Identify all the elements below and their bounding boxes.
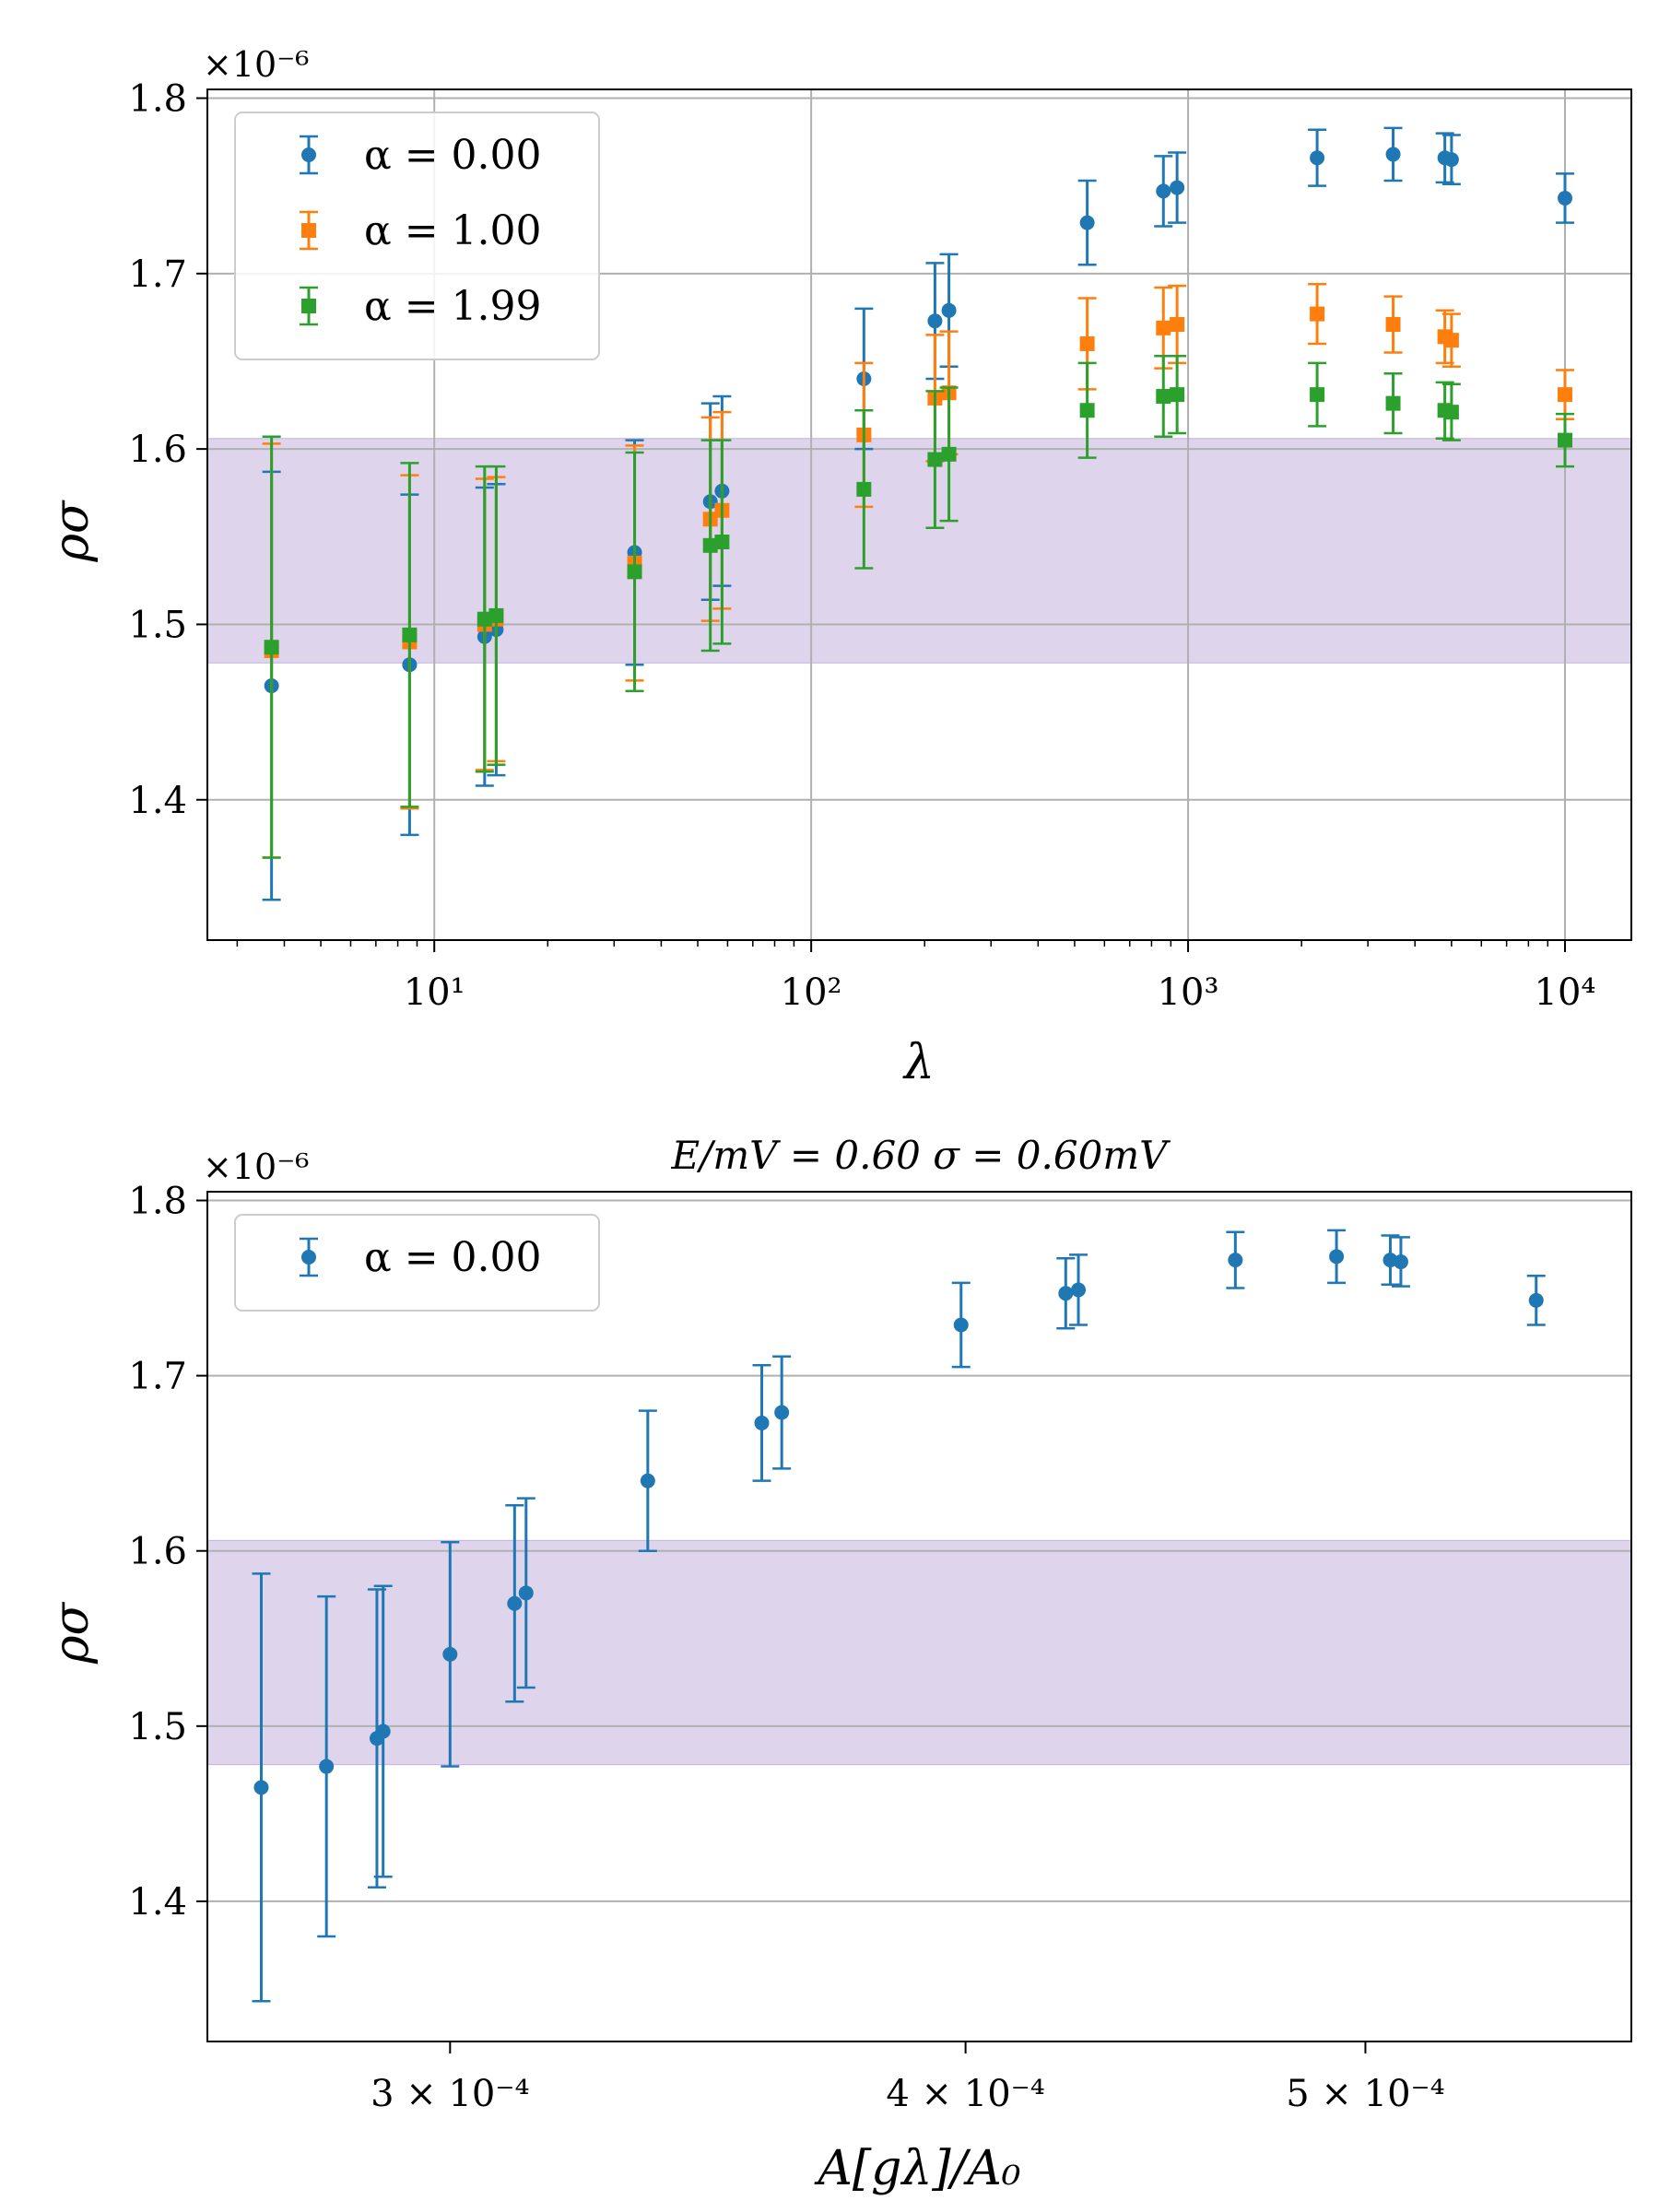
y-tick-label: 1.4 <box>128 780 187 822</box>
legend-label: α = 1.99 <box>364 283 542 330</box>
y-tick-label: 1.7 <box>128 253 187 296</box>
data-point <box>1170 180 1185 195</box>
y-tick-label: 1.5 <box>128 604 187 646</box>
data-point <box>1079 335 1095 351</box>
data-point <box>702 537 718 553</box>
data-point <box>1329 1249 1345 1265</box>
data-point <box>253 1780 269 1795</box>
data-point <box>1310 150 1325 166</box>
y-tick-label: 1.6 <box>128 1531 187 1573</box>
plot-frame <box>206 88 1632 941</box>
data-point <box>442 1646 458 1662</box>
legend-marker <box>301 147 316 162</box>
data-point <box>1310 306 1325 322</box>
y-multiplier: ×10⁻⁶ <box>203 1147 309 1187</box>
bottom-panel: 1.4 1.5 1.6 1.7 1.8 3 × 10⁻⁴ 4 × 10⁻⁴ 5 × 10⁻⁴ ×… <box>44 1133 1632 2196</box>
data-point <box>754 1415 770 1430</box>
data-point <box>1557 432 1572 448</box>
data-point <box>507 1595 523 1611</box>
data-point <box>1156 320 1171 335</box>
x-axis-label: λ <box>902 1035 935 1090</box>
legend-label: α = 1.00 <box>364 207 542 254</box>
data-point <box>375 1724 391 1739</box>
legend: α = 0.00 α = 1.00 α = 1.99 <box>234 112 600 360</box>
data-point <box>1443 405 1459 420</box>
reference-band <box>206 438 1632 664</box>
y-axis-label: ρσ <box>44 1601 100 1665</box>
reference-band <box>206 1539 1632 1766</box>
legend-marker <box>301 223 316 238</box>
data-point <box>402 627 418 642</box>
legend-box <box>234 112 600 360</box>
legend-marker <box>301 299 316 313</box>
legend: α = 0.00 <box>234 1214 600 1312</box>
data-point <box>264 640 279 655</box>
data-point <box>774 1405 790 1420</box>
data-point <box>1385 395 1401 411</box>
data-point <box>518 1585 534 1601</box>
data-point <box>1443 333 1459 348</box>
data-point <box>856 481 872 497</box>
data-point <box>941 302 957 318</box>
data-point <box>1228 1253 1243 1268</box>
data-point <box>941 446 957 462</box>
data-point <box>1170 317 1185 333</box>
y-tick-label: 1.8 <box>128 78 187 121</box>
data-point <box>1156 389 1171 405</box>
data-point <box>927 452 943 467</box>
data-point <box>1528 1292 1544 1308</box>
y-tick-label: 1.8 <box>128 1181 187 1223</box>
series-0 <box>252 1229 1546 2003</box>
top-panel: 1.4 1.5 1.6 1.7 1.8 10¹ 10² 10³ 10⁴ ×10⁻⁶ ρσ λ α = 0… <box>44 44 1632 1090</box>
data-point <box>1557 387 1572 403</box>
data-point <box>640 1473 655 1488</box>
series-2 <box>262 355 1574 859</box>
x-axis-label: A[gλ]/A₀ <box>814 2141 1020 2196</box>
y-axis-label: ρσ <box>44 500 100 563</box>
legend-label: α = 0.00 <box>364 132 542 179</box>
x-tick-label: 10⁴ <box>1535 971 1596 1014</box>
data-point <box>714 534 730 549</box>
data-point <box>477 611 492 627</box>
x-tick-label: 10² <box>781 971 842 1014</box>
data-point <box>1393 1254 1408 1270</box>
legend-marker <box>301 1250 316 1265</box>
data-point <box>1443 152 1459 168</box>
chart-title: E/mV = 0.60 σ = 0.60mV <box>671 1133 1171 1178</box>
plot-frame <box>206 1191 1632 2042</box>
legend-label: α = 0.00 <box>364 1234 542 1281</box>
data-point <box>1385 147 1401 162</box>
data-point <box>319 1759 335 1774</box>
data-point <box>953 1317 969 1333</box>
data-point <box>1058 1286 1074 1301</box>
data-point <box>488 607 504 623</box>
x-tick-label: 10¹ <box>404 971 465 1014</box>
data-point <box>927 313 943 329</box>
x-tick-label: 3 × 10⁻⁴ <box>371 2073 529 2115</box>
data-point <box>1310 387 1325 403</box>
y-tick-label: 1.5 <box>128 1706 187 1748</box>
data-point <box>1156 183 1171 199</box>
y-tick-label: 1.7 <box>128 1356 187 1398</box>
x-tick-label: 10³ <box>1158 971 1219 1014</box>
data-point <box>1557 190 1572 206</box>
data-point <box>1170 387 1185 403</box>
y-multiplier: ×10⁻⁶ <box>203 44 309 85</box>
data-point <box>1079 403 1095 418</box>
data-point <box>1071 1282 1087 1298</box>
x-tick-label: 5 × 10⁻⁴ <box>1286 2073 1444 2115</box>
y-tick-label: 1.4 <box>128 1881 187 1924</box>
x-tick-label: 4 × 10⁻⁴ <box>886 2073 1044 2115</box>
legend-box <box>234 1214 600 1312</box>
data-point <box>627 564 642 580</box>
data-point <box>1385 317 1401 333</box>
y-tick-label: 1.6 <box>128 429 187 471</box>
data-point <box>1079 215 1095 230</box>
